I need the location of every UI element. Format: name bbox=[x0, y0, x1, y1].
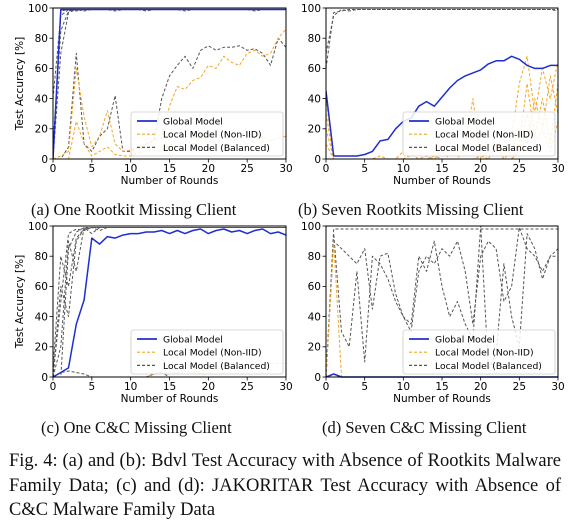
legend-label-balanced: Local Model (Balanced) bbox=[163, 143, 270, 154]
legend-label-balanced: Local Model (Balanced) bbox=[163, 361, 270, 372]
legend: Global Model Local Model (Non-IID) Local M… bbox=[130, 111, 284, 157]
y-tick-label: 0 bbox=[314, 372, 321, 384]
figure-caption: Fig. 4: (a) and (b): Bdvl Test Accuracy … bbox=[9, 451, 561, 520]
legend-label-balanced: Local Model (Balanced) bbox=[435, 361, 542, 372]
y-tick-label: 0 bbox=[41, 154, 48, 166]
x-tick-label: 30 bbox=[279, 381, 292, 393]
y-tick-label: 100 bbox=[28, 3, 48, 15]
subcaption-c: (c) One C&C Missing Client bbox=[41, 418, 232, 437]
legend: Global Model Local Model (Non-IID) Local M… bbox=[402, 111, 556, 157]
y-tick-label: 100 bbox=[301, 221, 321, 233]
y-tick-label: 60 bbox=[35, 63, 48, 75]
x-axis-label: Number of Rounds bbox=[393, 175, 491, 187]
y-tick-label: 0 bbox=[314, 154, 321, 166]
legend-label-global: Global Model bbox=[435, 116, 495, 127]
series-balanced-1 bbox=[326, 227, 558, 378]
legend-label-noniid: Local Model (Non-IID) bbox=[163, 348, 262, 359]
series-global-6 bbox=[326, 55, 558, 157]
x-tick-label: 25 bbox=[240, 381, 253, 393]
series-balanced-2 bbox=[326, 228, 558, 378]
series-noniid-5 bbox=[53, 28, 286, 160]
chart-c: 0 5 10 15 20 25 30 0 20 40 60 80 100 Number of Rounds… bbox=[14, 221, 293, 405]
x-tick-label: 20 bbox=[202, 163, 215, 175]
chart-d: 0 5 10 15 20 25 30 0 20 40 60 80 100 Number of Rounds… bbox=[301, 221, 565, 405]
legend-label-noniid: Local Model (Non-IID) bbox=[435, 130, 534, 141]
chart-a: 0 5 10 15 20 25 30 0 20 40 60 80 100 Number of Rounds… bbox=[14, 3, 293, 187]
x-tick-label: 20 bbox=[202, 381, 215, 393]
series-balanced-4 bbox=[53, 37, 286, 160]
legend-label-global: Global Model bbox=[163, 334, 223, 345]
y-tick-label: 0 bbox=[41, 372, 48, 384]
x-tick-label: 0 bbox=[50, 381, 57, 393]
subcaption-b: (b) Seven Rootkits Missing Client bbox=[298, 200, 524, 219]
y-tick-label: 80 bbox=[308, 33, 321, 45]
y-tick-label: 20 bbox=[308, 342, 321, 354]
x-tick-label: 5 bbox=[88, 381, 95, 393]
x-tick-label: 15 bbox=[435, 163, 448, 175]
legend-label-global: Global Model bbox=[163, 116, 223, 127]
x-tick-label: 25 bbox=[513, 163, 526, 175]
x-tick-label: 15 bbox=[435, 381, 448, 393]
y-tick-label: 40 bbox=[308, 93, 321, 105]
y-tick-label: 40 bbox=[35, 93, 48, 105]
x-tick-label: 20 bbox=[474, 381, 487, 393]
x-axis-label: Number of Rounds bbox=[121, 393, 219, 405]
x-axis-label: Number of Rounds bbox=[393, 393, 491, 405]
y-axis-label: Test Accuracy [%] bbox=[14, 255, 26, 349]
x-tick-label: 10 bbox=[124, 381, 137, 393]
x-tick-label: 5 bbox=[88, 163, 95, 175]
y-tick-label: 40 bbox=[308, 311, 321, 323]
x-tick-label: 5 bbox=[361, 381, 368, 393]
x-tick-label: 10 bbox=[397, 381, 410, 393]
x-tick-label: 25 bbox=[513, 381, 526, 393]
y-tick-label: 80 bbox=[35, 33, 48, 45]
series-balanced-0 bbox=[326, 9, 558, 69]
y-axis-label: Test Accuracy [%] bbox=[14, 37, 26, 131]
legend-label-noniid: Local Model (Non-IID) bbox=[163, 130, 262, 141]
y-tick-label: 60 bbox=[308, 63, 321, 75]
x-tick-label: 20 bbox=[474, 163, 487, 175]
y-tick-label: 20 bbox=[35, 342, 48, 354]
series-balanced-4 bbox=[53, 227, 286, 378]
y-tick-label: 20 bbox=[308, 124, 321, 136]
subcaption-d: (d) Seven C&C Missing Client bbox=[322, 418, 527, 437]
x-tick-label: 0 bbox=[323, 381, 330, 393]
series-global-7 bbox=[53, 228, 286, 378]
y-tick-label: 20 bbox=[35, 124, 48, 136]
y-tick-label: 60 bbox=[308, 281, 321, 293]
x-tick-label: 0 bbox=[50, 163, 57, 175]
subcaption-a: (a) One Rootkit Missing Client bbox=[31, 200, 237, 219]
y-tick-label: 60 bbox=[35, 281, 48, 293]
x-tick-label: 5 bbox=[361, 163, 368, 175]
legend-label-balanced: Local Model (Balanced) bbox=[435, 143, 542, 154]
series-global-7 bbox=[53, 8, 286, 160]
legend-label-global: Global Model bbox=[435, 334, 495, 345]
x-tick-label: 15 bbox=[163, 163, 176, 175]
y-tick-label: 100 bbox=[301, 3, 321, 15]
legend: Global Model Local Model (Non-IID) Local M… bbox=[402, 329, 556, 375]
x-tick-label: 30 bbox=[551, 381, 564, 393]
x-axis-label: Number of Rounds bbox=[121, 175, 219, 187]
x-tick-label: 10 bbox=[397, 163, 410, 175]
chart-b: 0 5 10 15 20 25 30 0 20 40 60 80 100 Number of Rounds… bbox=[301, 3, 565, 187]
y-tick-label: 100 bbox=[28, 221, 48, 233]
x-tick-label: 15 bbox=[163, 381, 176, 393]
y-tick-label: 80 bbox=[308, 251, 321, 263]
series-balanced-1 bbox=[326, 9, 558, 54]
series-balanced-1 bbox=[53, 9, 286, 99]
x-tick-label: 0 bbox=[323, 163, 330, 175]
legend-label-noniid: Local Model (Non-IID) bbox=[435, 348, 534, 359]
x-tick-label: 10 bbox=[124, 163, 137, 175]
x-tick-label: 25 bbox=[240, 163, 253, 175]
x-tick-label: 30 bbox=[551, 163, 564, 175]
legend: Global Model Local Model (Non-IID) Local M… bbox=[130, 329, 284, 375]
x-tick-label: 30 bbox=[279, 163, 292, 175]
y-tick-label: 80 bbox=[35, 251, 48, 263]
y-tick-label: 40 bbox=[35, 311, 48, 323]
